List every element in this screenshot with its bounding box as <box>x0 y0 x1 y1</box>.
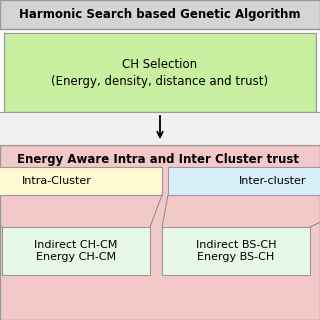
Text: Inter-cluster: Inter-cluster <box>239 176 307 186</box>
Bar <box>0 0 320 29</box>
Bar <box>162 227 310 275</box>
Bar <box>0 167 162 195</box>
Text: Energy Aware Intra and Inter Cluster trust: Energy Aware Intra and Inter Cluster tru… <box>17 153 299 165</box>
Text: Harmonic Search based Genetic Algorithm: Harmonic Search based Genetic Algorithm <box>19 8 301 21</box>
Bar <box>2 227 150 275</box>
Bar <box>0 112 320 145</box>
Text: Indirect BS-CH
Energy BS-CH: Indirect BS-CH Energy BS-CH <box>196 240 276 262</box>
Bar <box>0 145 320 320</box>
Text: CH Selection
(Energy, density, distance and trust): CH Selection (Energy, density, distance … <box>52 58 268 88</box>
Text: Intra-Cluster: Intra-Cluster <box>22 176 92 186</box>
Bar <box>4 33 316 112</box>
Bar <box>168 167 320 195</box>
Text: Indirect CH-CM
Energy CH-CM: Indirect CH-CM Energy CH-CM <box>34 240 118 262</box>
